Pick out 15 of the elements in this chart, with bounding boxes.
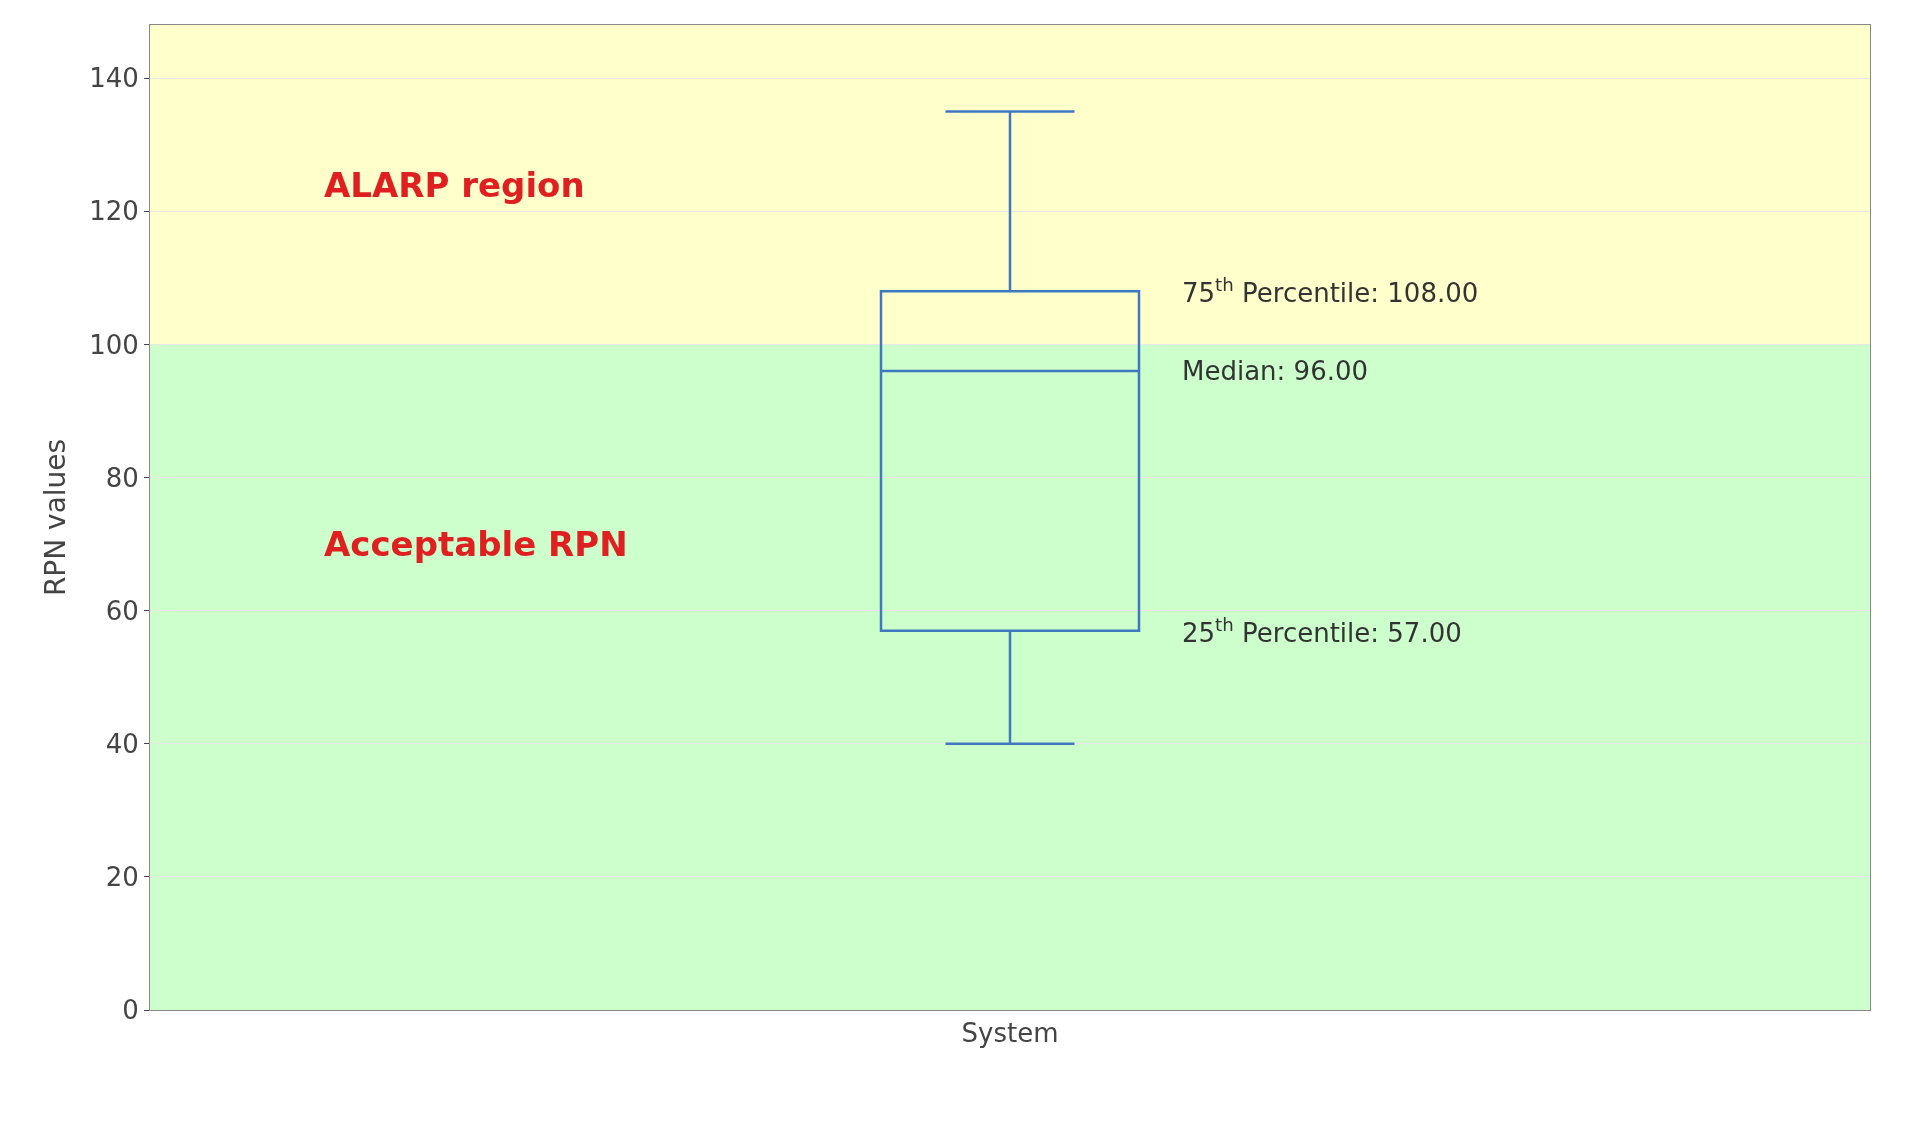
y-tick-label: 80 — [105, 462, 139, 493]
y-tick-label: 140 — [89, 63, 139, 94]
x-tick-label: System — [961, 1018, 1059, 1049]
annotation: Median: 96.00 — [1182, 356, 1369, 386]
y-tick-label: 120 — [89, 196, 139, 227]
annotation: 75$^{th}$ Percentile: 108.00 — [1182, 274, 1479, 308]
y-tick-label: 0 — [122, 995, 139, 1026]
y-tick-label: 100 — [89, 329, 139, 360]
band-label: ALARP region — [324, 165, 585, 205]
y-tick-label: 40 — [105, 728, 139, 759]
y-tick-label: 20 — [105, 861, 139, 892]
annotation: 25$^{th}$ Percentile: 57.00 — [1182, 614, 1462, 648]
y-tick-label: 60 — [105, 595, 139, 626]
y-axis-title: RPN values — [38, 438, 72, 597]
band-label: Acceptable RPN — [324, 524, 628, 564]
